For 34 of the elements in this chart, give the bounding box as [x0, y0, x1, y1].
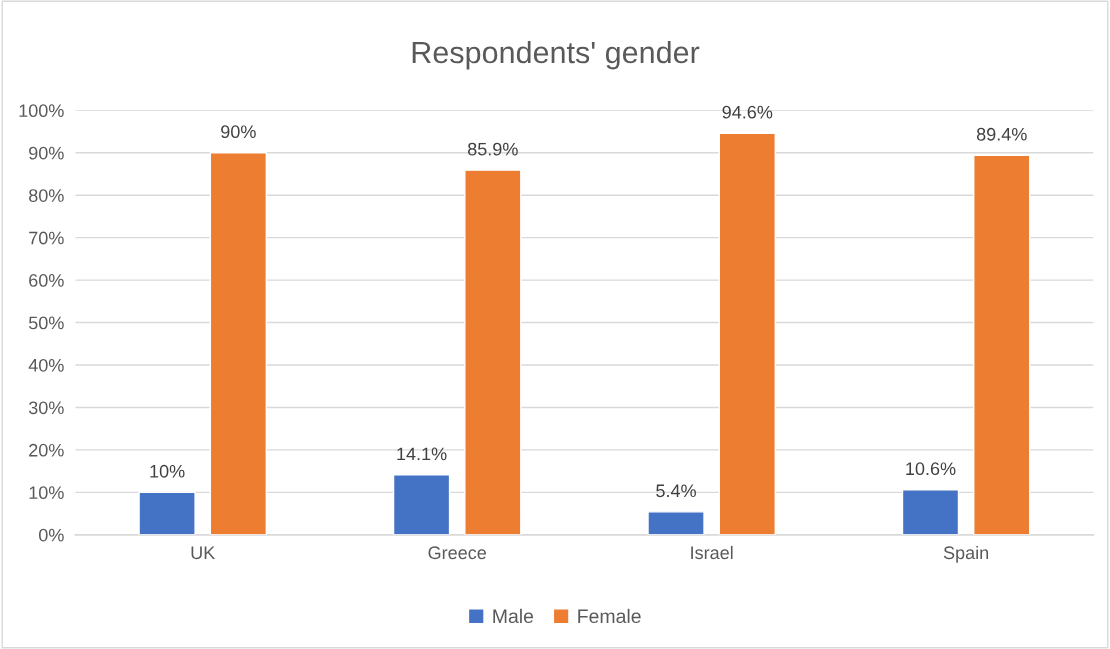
y-tick-label: 100%: [19, 104, 64, 118]
y-tick-label: 80%: [29, 189, 64, 202]
y-tick-label: 10%: [29, 486, 64, 500]
y-tick-label: 50%: [28, 316, 64, 330]
bar: [718, 132, 776, 535]
x-tick-label: Israel: [691, 545, 733, 560]
y-tick-label: 0%: [38, 528, 64, 542]
bar: [647, 511, 705, 535]
y-tick-label: 60%: [29, 274, 64, 287]
data-label: 10.6%: [906, 462, 956, 476]
bar: [973, 154, 1031, 535]
bar: [901, 489, 960, 535]
y-tick-label: 90%: [29, 146, 64, 160]
bar: [392, 474, 451, 535]
data-label: 10%: [150, 464, 185, 478]
y-tick-label: 40%: [28, 358, 64, 372]
y-tick-label: 30%: [28, 401, 64, 415]
data-label: 89.4%: [976, 127, 1027, 141]
data-label: 14.1%: [397, 447, 447, 461]
data-label: 94.6%: [722, 105, 773, 119]
bar: [464, 169, 522, 535]
x-tick-label: UK: [191, 546, 216, 560]
chart-title: Respondents' gender: [412, 40, 700, 70]
bar: [209, 152, 268, 535]
y-tick-label: 70%: [29, 231, 64, 245]
x-tick-label: Spain: [943, 545, 989, 563]
x-tick-label: Greece: [428, 546, 486, 560]
bar: [138, 491, 196, 535]
legend-label: Female: [578, 608, 641, 624]
y-tick-label: 20%: [29, 443, 64, 457]
legend-label: Male: [493, 608, 534, 624]
data-label: 5.4%: [656, 484, 696, 498]
data-label: 90%: [221, 125, 256, 139]
data-label: 85.9%: [467, 142, 518, 156]
